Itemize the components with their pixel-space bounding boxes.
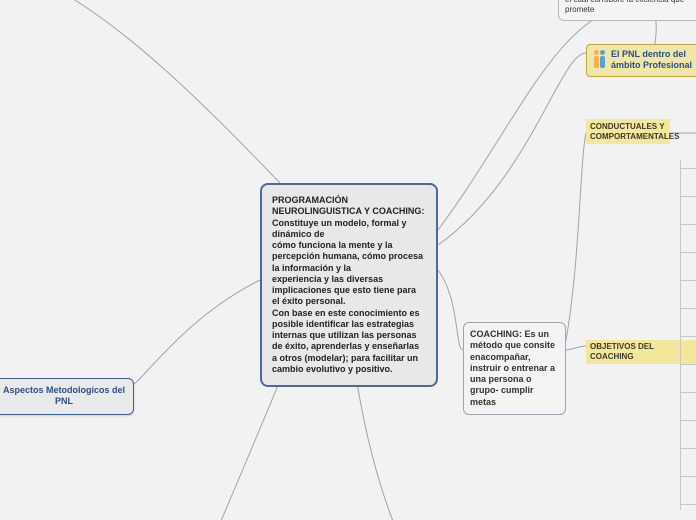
node-coaching-def-text: COACHING: Es un método que consite enaco…: [470, 329, 555, 407]
node-coaching-def[interactable]: COACHING: Es un método que consite enaco…: [463, 322, 566, 415]
node-partial-top-text: el cual corrobore la eficiencia que prom…: [565, 0, 684, 14]
list-sep: [680, 336, 696, 337]
list-sep: [680, 196, 696, 197]
list-sep: [680, 280, 696, 281]
mindmap-canvas[interactable]: el cual corrobore la eficiencia que prom…: [0, 0, 696, 520]
list-sep: [680, 364, 696, 365]
list-sep: [680, 420, 696, 421]
list-sep: [680, 392, 696, 393]
two-people-icon: [591, 52, 607, 68]
node-pnl-profesional-text: El PNL dentro del ámbito Profesional: [611, 49, 692, 70]
list-stack: [680, 168, 696, 508]
node-central[interactable]: PROGRAMACIÓN NEUROLINGUISTICA Y COACHING…: [260, 183, 438, 387]
list-sep: [680, 168, 696, 169]
list-sep: [680, 504, 696, 505]
node-objetivos-text: OBJETIVOS DEL COACHING: [590, 342, 654, 361]
node-aspectos-text: Aspectos Metodologicos del PNL: [3, 385, 125, 406]
list-sep: [680, 476, 696, 477]
list-sep: [680, 308, 696, 309]
node-conductuales[interactable]: CONDUCTUALES Y COMPORTAMENTALES: [586, 119, 670, 144]
node-central-text: PROGRAMACIÓN NEUROLINGUISTICA Y COACHING…: [272, 195, 426, 374]
node-pnl-profesional[interactable]: El PNL dentro del ámbito Profesional: [586, 44, 696, 77]
node-aspectos[interactable]: Aspectos Metodologicos del PNL: [0, 378, 134, 415]
list-sep: [680, 224, 696, 225]
node-conductuales-text: CONDUCTUALES Y COMPORTAMENTALES: [590, 122, 679, 141]
node-partial-top[interactable]: el cual corrobore la eficiencia que prom…: [558, 0, 696, 21]
list-sep: [680, 448, 696, 449]
list-sep: [680, 252, 696, 253]
